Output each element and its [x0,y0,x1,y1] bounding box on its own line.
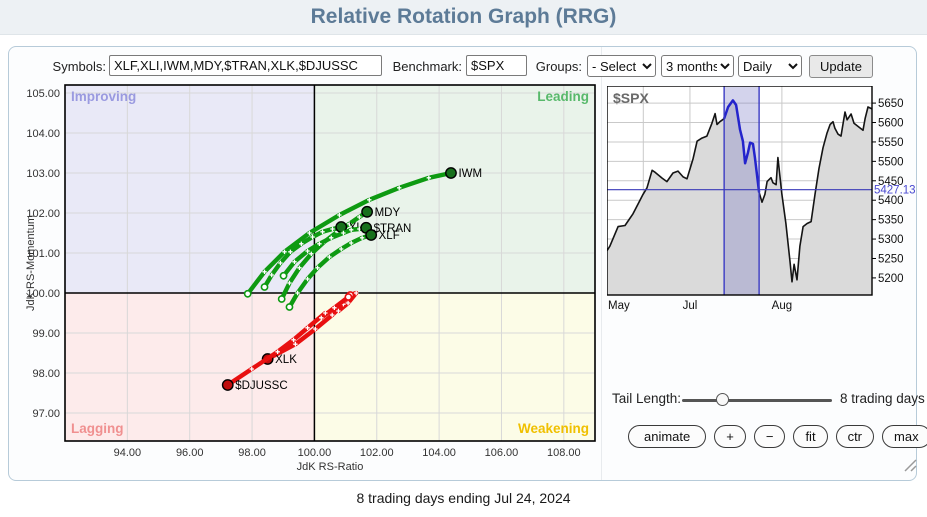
head-iwm [445,167,457,179]
svg-text:5250: 5250 [878,253,904,265]
svg-text:5500: 5500 [878,156,904,168]
svg-text:104.00: 104.00 [26,128,60,140]
svg-text:Aug: Aug [772,300,792,312]
center-button[interactable]: ctr [835,425,875,448]
quadrant-label-leading: Leading [537,89,589,104]
svg-text:100.00: 100.00 [26,288,60,300]
tail-djussc[interactable]: $DJUSSC [221,293,353,392]
frequency-select[interactable]: Daily [738,55,802,77]
update-button[interactable]: Update [809,55,873,78]
tail-length-slider-thumb[interactable] [716,393,729,406]
head-xlf [365,229,378,241]
symbol-label: MDY [375,207,401,219]
svg-text:98.00: 98.00 [238,447,266,459]
svg-text:5600: 5600 [878,118,904,130]
fit-button[interactable]: fit [793,425,828,448]
quadrant-leading [314,85,595,293]
svg-text:105.00: 105.00 [26,88,60,100]
head-djussc [221,379,234,391]
quadrant-label-weakening: Weakening [518,421,589,436]
ref-line-label: 5427.13 [874,185,916,197]
x-axis-title: JdK RS-Ratio [297,461,364,473]
period-select[interactable]: 3 months [661,55,734,77]
symbols-input[interactable] [109,55,382,76]
chart-action-buttons: animate + − fit ctr max [628,425,927,448]
tail-length-value: 8 trading days [840,391,925,406]
svg-text:5200: 5200 [878,273,904,285]
symbol-label: $TRAN [374,223,412,235]
animate-button[interactable]: animate [628,425,707,448]
panel-splitter-handle[interactable] [601,47,602,480]
svg-text:5400: 5400 [878,195,904,207]
symbols-label: Symbols: [52,59,106,74]
head-mdy [361,205,373,218]
svg-text:5350: 5350 [878,215,904,227]
quadrant-label-lagging: Lagging [71,421,124,436]
svg-text:96.00: 96.00 [176,447,204,459]
symbol-label: XLK [275,354,297,366]
benchmark-price-chart[interactable]: 5200 5250 5300 5350 5400 5450 5500 5550 5600 5650… [607,86,927,312]
svg-text:101.00: 101.00 [26,248,60,260]
svg-text:102.00: 102.00 [26,208,60,220]
tail-xlf[interactable]: XLF [285,229,400,311]
benchmark-input[interactable] [466,55,527,76]
svg-text:99.00: 99.00 [32,328,60,340]
page-title: Relative Rotation Graph (RRG) [310,5,617,28]
svg-text:103.00: 103.00 [26,168,60,180]
svg-text:102.00: 102.00 [360,447,394,459]
y-axis-title: JdK RS-Momentum [25,215,37,311]
svg-text:5300: 5300 [878,234,904,246]
svg-text:106.00: 106.00 [485,447,519,459]
quadrant-label-improving: Improving [71,89,136,104]
svg-text:5550: 5550 [878,137,904,149]
spx-area [607,100,872,296]
svg-text:108.00: 108.00 [547,447,581,459]
app-header: Relative Rotation Graph (RRG) [0,0,927,35]
footer-caption: 8 trading days ending Jul 24, 2024 [356,490,571,506]
groups-select[interactable]: - Select - [587,55,656,77]
svg-text:100.00: 100.00 [298,447,332,459]
tail-length-label: Tail Length: [612,391,682,406]
tail-iwm[interactable]: IWM [243,167,483,298]
svg-text:97.00: 97.00 [32,408,60,420]
zoom-out-button[interactable]: − [753,425,786,448]
quadrant-weakening [314,293,595,441]
svg-text:98.00: 98.00 [32,368,60,380]
svg-text:94.00: 94.00 [114,447,142,459]
tail-length-slider-track[interactable] [682,399,832,402]
svg-text:5650: 5650 [878,98,904,110]
selected-window-band[interactable] [724,86,760,295]
max-button[interactable]: max [882,425,927,448]
symbol-label: IWM [458,168,482,180]
symbol-label: XLF [379,230,400,242]
svg-text:Jul: Jul [683,300,698,312]
symbol-label: $DJUSSC [235,380,287,392]
svg-text:May: May [608,300,630,312]
resize-handle-icon[interactable] [900,457,918,475]
benchmark-label: Benchmark: [392,59,462,74]
benchmark-chart-title: $SPX [613,90,649,106]
spx-window-line [722,99,761,193]
svg-text:104.00: 104.00 [422,447,456,459]
tail-tran[interactable]: $TRAN [279,221,412,280]
groups-label: Groups: [535,59,582,74]
zoom-in-button[interactable]: + [714,425,746,448]
svg-text:5450: 5450 [878,176,904,188]
